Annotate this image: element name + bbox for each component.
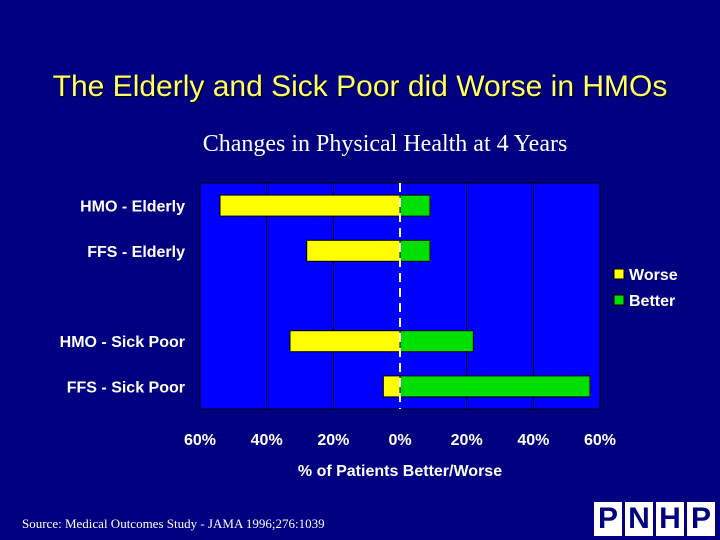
legend-swatch: [613, 294, 625, 306]
bar-worse: [306, 239, 401, 262]
tick-label: 40%: [251, 432, 283, 449]
logo-letter: P: [594, 502, 622, 536]
legend-swatch: [613, 268, 625, 280]
category-label: HMO - Sick Poor: [60, 334, 185, 351]
slide-title: The Elderly and Sick Poor did Worse in H…: [52, 70, 668, 103]
bar-worse: [382, 375, 401, 398]
bar-better: [399, 239, 431, 262]
bar-better: [399, 375, 591, 398]
tick-label: 0%: [388, 432, 411, 449]
logo-letter: P: [687, 502, 715, 536]
pnhp-logo: P N H P: [594, 502, 715, 536]
logo-letter: N: [625, 502, 653, 536]
tick-label: 20%: [317, 432, 349, 449]
logo-letter: H: [656, 502, 684, 536]
bar-worse: [289, 330, 401, 353]
chart-title: Changes in Physical Health at 4 Years: [202, 131, 568, 157]
category-label: HMO - Elderly: [80, 199, 185, 216]
category-label: FFS - Sick Poor: [67, 379, 185, 396]
legend-label: Better: [629, 293, 675, 310]
category-label: FFS - Elderly: [87, 244, 185, 261]
tick-label: 60%: [184, 432, 216, 449]
bar-better: [399, 330, 474, 353]
source-citation: Source: Medical Outcomes Study - JAMA 19…: [22, 516, 325, 531]
x-axis-label: % of Patients Better/Worse: [298, 463, 502, 480]
tick-label: 40%: [517, 432, 549, 449]
legend-label: Worse: [629, 267, 678, 284]
tick-label: 20%: [451, 432, 483, 449]
bar-worse: [219, 194, 401, 217]
tick-label: 60%: [584, 432, 616, 449]
bar-better: [399, 194, 431, 217]
